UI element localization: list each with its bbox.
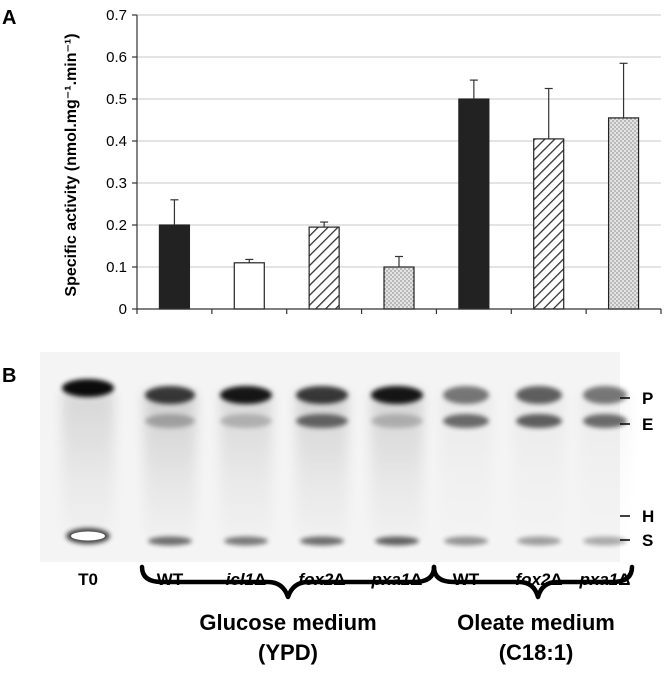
lane-label-7: fox2Δ: [515, 570, 562, 589]
gel-lane-2: [144, 386, 196, 546]
bar-2: [233, 262, 265, 310]
band-e: [145, 414, 195, 428]
bar-1: [158, 224, 191, 310]
band-p: [296, 386, 348, 404]
gel-lane-3: [220, 386, 272, 546]
band-s: [300, 536, 344, 546]
band-label-s: S: [642, 531, 653, 550]
panel-b-letter: B: [2, 365, 16, 387]
brace-oleate: [431, 564, 635, 600]
gel-lane-6: [440, 386, 492, 546]
band-e: [220, 414, 272, 428]
band-e: [443, 414, 489, 428]
band-s: [444, 536, 488, 546]
y-tick-label: 0.7: [106, 7, 127, 24]
y-axis-label: Specific activity (nmol.mg⁻¹.min⁻¹): [63, 33, 80, 296]
band-s: [224, 536, 268, 546]
y-tick-label: 0.5: [106, 91, 127, 108]
group-glucose-line2: (YPD): [258, 640, 318, 665]
band-label-e: E: [642, 415, 653, 434]
band-labels: P E H S: [620, 389, 654, 550]
band-e: [296, 414, 348, 428]
gel-lane-4: [296, 386, 348, 546]
y-ticks: 0 0.1 0.2 0.3 0.4 0.5 0.6 0.7: [106, 7, 137, 318]
group-glucose-line1: Glucose medium: [199, 610, 376, 635]
bar-6: [533, 138, 565, 310]
y-tick-label: 0.2: [106, 217, 127, 234]
gel-lane-5: [371, 386, 423, 546]
band-s: [583, 536, 627, 546]
band-s: [148, 536, 192, 546]
gel-lanes: [62, 379, 631, 546]
band-p: [583, 386, 627, 404]
band-p: [62, 379, 114, 397]
lane-label-6: WT: [453, 570, 480, 589]
band-p: [443, 386, 489, 404]
band-p: [145, 386, 195, 404]
bar-7: [607, 117, 640, 310]
band-s-core: [71, 531, 105, 541]
bar-3: [308, 226, 340, 310]
lane-label-1: T0: [78, 570, 98, 589]
y-tick-label: 0.3: [106, 175, 127, 192]
group-oleate-line1: Oleate medium: [457, 610, 615, 635]
lane-label-5: pxa1Δ: [371, 570, 423, 589]
grid: [137, 14, 661, 268]
lane-label-2: WT: [157, 570, 184, 589]
panel-a-letter: A: [2, 7, 16, 29]
y-tick-label: 0.1: [106, 259, 127, 276]
lane-label-4: fox2Δ: [298, 570, 345, 589]
brace-glucose: [139, 564, 437, 600]
gel-lane-7: [513, 386, 565, 546]
gel-lane-8: [579, 386, 631, 546]
bar-chart: 0 0.1 0.2 0.3 0.4 0.5 0.6 0.7 Specific activity…: [63, 7, 662, 318]
band-s: [375, 536, 419, 546]
band-p: [220, 386, 272, 404]
x-ticks: [136, 309, 662, 314]
band-p: [371, 386, 423, 404]
tlc-gel: [40, 352, 631, 562]
band-label-p: P: [642, 389, 653, 408]
bars: [158, 62, 640, 310]
y-tick-label: 0: [119, 301, 127, 318]
band-label-h: H: [642, 507, 654, 526]
band-e: [583, 414, 627, 428]
y-tick-label: 0.4: [106, 133, 127, 150]
bar-4: [383, 266, 415, 310]
lane-label-3: icl1Δ: [226, 570, 267, 589]
band-p: [516, 386, 562, 404]
band-e: [516, 414, 562, 428]
gel-lane-1: [62, 379, 114, 544]
y-tick-label: 0.6: [106, 49, 127, 66]
band-s: [517, 536, 561, 546]
group-oleate-line2: (C18:1): [499, 640, 574, 665]
bar-5: [458, 98, 490, 310]
band-e: [371, 414, 423, 428]
